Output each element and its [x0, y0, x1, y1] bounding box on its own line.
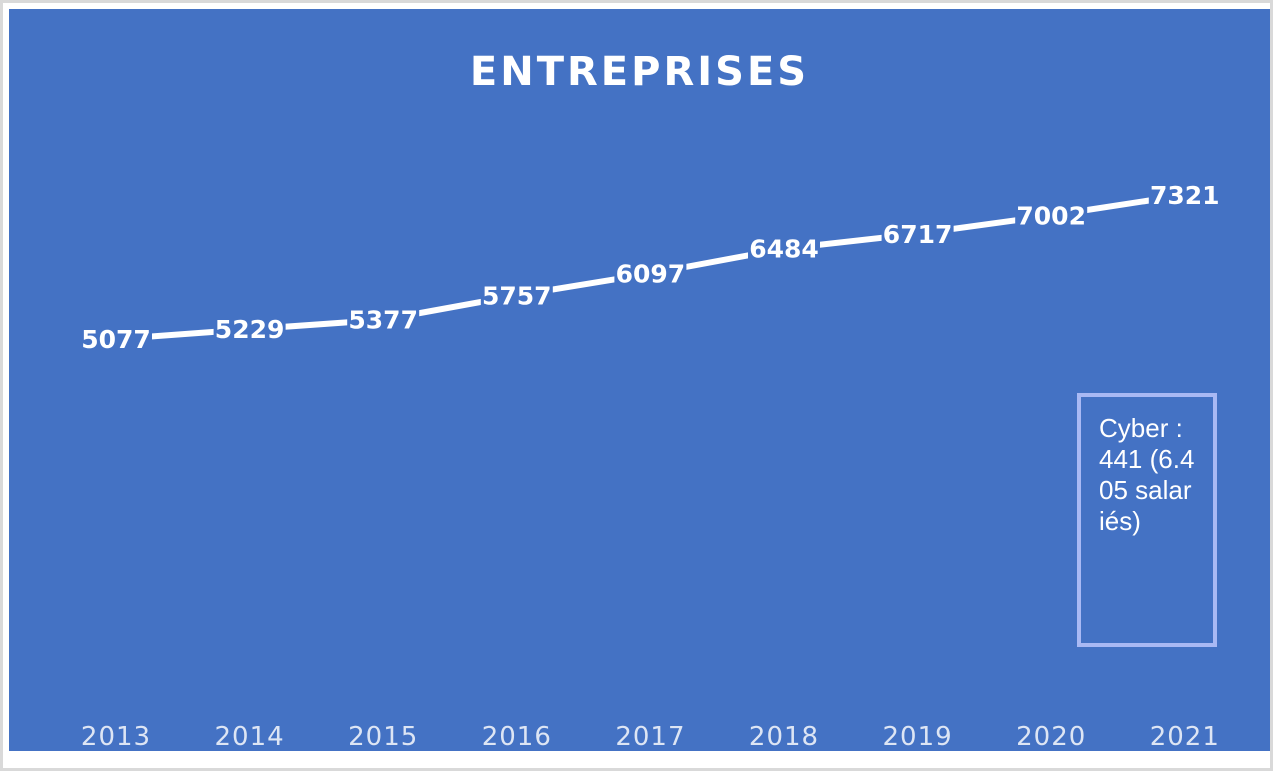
x-tick-label-2014: 2014 [215, 722, 285, 751]
data-label-bg-2015 [347, 302, 420, 337]
data-label-2020: 7002 [1016, 201, 1086, 230]
data-label-bg-2020 [1015, 198, 1088, 233]
data-label-bg-2021 [1148, 178, 1221, 212]
x-tick-label-2021: 2021 [1150, 722, 1220, 751]
data-label-bg-2018 [748, 231, 820, 266]
data-label-bg-2019 [881, 216, 954, 251]
x-tick-label-2013: 2013 [81, 722, 151, 751]
x-tick-label-2016: 2016 [482, 722, 552, 751]
data-label-2017: 6097 [616, 260, 686, 289]
data-label-2018: 6484 [749, 235, 819, 264]
plot-area: ENTREPRISES 5077 5229 5377 5757 6097 6484 6717… [9, 9, 1270, 751]
chart-title: ENTREPRISES [469, 49, 810, 95]
data-label-bg-2016 [480, 278, 553, 313]
drop-lines [115, 227, 1186, 689]
x-tick-label-2017: 2017 [615, 722, 685, 751]
x-tick-label-2020: 2020 [1016, 722, 1086, 751]
data-label-2014: 5229 [215, 315, 285, 344]
data-label-2013: 5077 [81, 325, 151, 354]
data-label-2019: 6717 [883, 220, 953, 249]
x-tick-label-2019: 2019 [883, 722, 953, 751]
data-label-2021: 7321 [1150, 181, 1220, 210]
data-labels: 5077 5229 5377 5757 6097 6484 6717 7002 7321 [80, 178, 1221, 356]
line-chart: 5077 5229 5377 5757 6097 6484 6717 7002 7321 201… [80, 178, 1221, 751]
cyber-annotation: Cyber : 441 (6.405 salariés) [1077, 393, 1217, 647]
x-axis: 2013 2014 2015 2016 2017 2018 2019 2020 2021 [81, 722, 1220, 751]
data-label-bg-2014 [213, 312, 286, 347]
data-label-bg-2017 [614, 256, 687, 291]
x-tick-label-2018: 2018 [749, 722, 819, 751]
x-tick-label-2015: 2015 [348, 722, 418, 751]
data-label-2015: 5377 [348, 306, 418, 335]
data-label-2016: 5757 [482, 281, 552, 310]
data-label-bg-2013 [80, 322, 152, 356]
